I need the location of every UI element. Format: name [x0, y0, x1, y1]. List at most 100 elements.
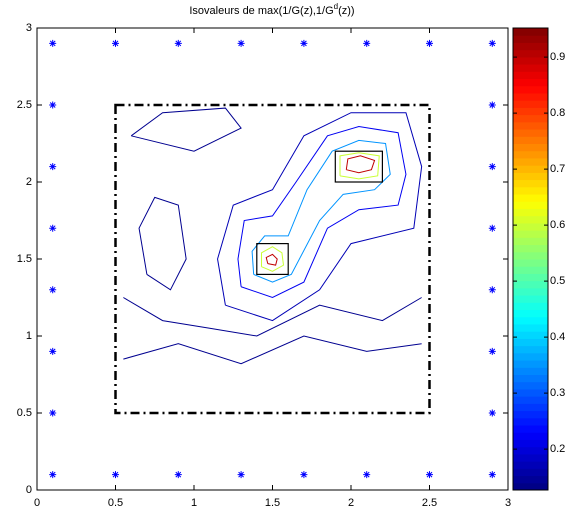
colorbar-cell — [513, 367, 548, 375]
colorbar-cell — [513, 259, 548, 267]
colorbar-cell — [513, 417, 548, 426]
colorbar-cell — [513, 266, 548, 274]
colorbar-tick-label: 0.9 — [550, 51, 565, 63]
colorbar-cell — [513, 461, 548, 469]
x-tick-label: 1 — [191, 497, 197, 509]
x-tick-label: 3 — [505, 497, 511, 509]
contour-line — [265, 253, 278, 266]
x-tick-label: 0 — [34, 497, 40, 509]
source-point — [49, 224, 57, 232]
colorbar-cell — [513, 230, 548, 238]
colorbar-cell — [513, 345, 548, 354]
colorbar-cell — [513, 453, 548, 462]
colorbar-cell — [513, 439, 548, 448]
source-point — [49, 347, 57, 355]
title-part: Isovaleurs de max(1/G(z),1/G — [189, 5, 333, 17]
colorbar-cell — [513, 280, 548, 289]
source-point — [237, 471, 245, 479]
source-point — [488, 101, 496, 109]
x-tick-label: 2.5 — [422, 497, 437, 509]
colorbar-frame — [512, 27, 549, 491]
colorbar-cell — [513, 165, 548, 173]
colorbar-cell — [513, 244, 548, 253]
source-point — [49, 286, 57, 294]
colorbar-cell — [513, 302, 548, 311]
colorbar-cell — [513, 35, 548, 43]
colorbar-cell — [513, 410, 548, 419]
y-tick-label: 0 — [26, 484, 32, 496]
colorbar-cell — [513, 316, 548, 325]
colorbar-cell — [513, 475, 548, 484]
source-point — [363, 471, 371, 479]
plot-area — [36, 27, 509, 491]
contour-line — [237, 126, 407, 299]
colorbar-cell — [513, 121, 548, 130]
colorbar-cell — [513, 338, 548, 347]
colorbar-cell — [513, 49, 548, 58]
colorbar-cell — [513, 396, 548, 404]
colorbar-cell — [513, 92, 548, 101]
colorbar-cell — [513, 432, 548, 440]
source-point — [49, 101, 57, 109]
contour-line — [123, 297, 422, 337]
colorbar-cell — [513, 71, 548, 80]
source-point — [488, 347, 496, 355]
colorbar-cell — [513, 482, 548, 491]
colorbar-cell — [513, 352, 548, 361]
colorbar-cell — [513, 323, 548, 332]
colorbar-cell — [513, 222, 548, 231]
source-point — [363, 39, 371, 47]
colorbar-cell — [513, 295, 548, 303]
source-point — [300, 39, 308, 47]
colorbar-cell — [513, 28, 548, 36]
colorbar-tick-label: 0.6 — [550, 219, 565, 231]
source-point — [426, 39, 433, 47]
x-tick-label: 2 — [348, 497, 354, 509]
colorbar-cell — [513, 100, 548, 108]
colorbar-cell — [513, 107, 548, 116]
colorbar-cell — [513, 114, 548, 123]
y-tick-label: 1.5 — [17, 253, 32, 265]
colorbar-tick-label: 0.5 — [550, 275, 565, 287]
colorbar-cell — [513, 201, 548, 209]
colorbar-cell — [513, 331, 548, 339]
source-point — [237, 39, 245, 47]
colorbar-cell — [513, 425, 548, 433]
contour-line — [261, 246, 285, 272]
contour-line — [138, 196, 187, 291]
colorbar-cell — [513, 309, 548, 318]
contour-line — [130, 107, 242, 152]
colorbar-cell — [513, 56, 548, 65]
colorbar-cell — [513, 388, 548, 397]
domain-boundary — [114, 103, 431, 415]
colorbar-cell — [513, 85, 548, 94]
y-tick-label: 3 — [26, 22, 32, 34]
colorbar-cell — [513, 215, 548, 224]
colorbar-cell — [513, 42, 548, 51]
x-tick-label: 0.5 — [108, 497, 123, 509]
colorbar-cell — [513, 78, 548, 87]
x-tick-label: 1.5 — [265, 497, 280, 509]
source-point — [488, 409, 496, 417]
contour-line — [217, 112, 423, 322]
colorbar-tick-label: 0.3 — [550, 387, 565, 399]
y-tick-label: 2.5 — [17, 99, 32, 111]
inclusion-box — [334, 150, 383, 183]
colorbar-cell — [513, 179, 548, 188]
colorbar-cell — [513, 150, 548, 159]
colorbar-cell — [513, 403, 548, 412]
colorbar-cell — [513, 374, 548, 383]
colorbar-cell — [513, 208, 548, 217]
source-point — [488, 224, 496, 232]
source-point — [49, 409, 57, 417]
source-point — [488, 39, 496, 47]
source-point — [49, 163, 57, 171]
chart-title: Isovaleurs de max(1/G(z),1/Gd(z)) — [189, 2, 354, 17]
colorbar-cell — [513, 194, 548, 202]
source-point — [426, 471, 433, 479]
y-tick-label: 1 — [26, 330, 32, 342]
colorbar-cell — [513, 186, 548, 195]
colorbar-cell — [513, 64, 548, 72]
inclusion-box — [256, 243, 289, 276]
